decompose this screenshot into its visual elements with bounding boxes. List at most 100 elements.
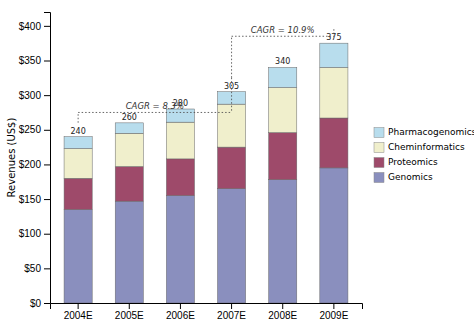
legend-item: Proteomics xyxy=(374,157,438,168)
x-tick-mark xyxy=(231,303,232,309)
x-tick: 2006E xyxy=(166,303,195,321)
bar-segment xyxy=(166,159,194,196)
series xyxy=(64,118,348,209)
legend-item: Pharmacogenomics xyxy=(374,127,474,138)
bar-segment xyxy=(64,209,92,303)
y-tick-label: $400 xyxy=(19,21,42,32)
x-tick-label: 2009E xyxy=(319,310,348,321)
bar-segment xyxy=(218,189,246,303)
bars xyxy=(64,43,348,303)
bar-segment xyxy=(218,147,246,189)
annotation-text: CAGR = 10.9% xyxy=(251,25,315,35)
bar-segment xyxy=(320,168,348,303)
y-tick-mark xyxy=(44,95,50,96)
x-tick-label: 2008E xyxy=(268,310,297,321)
bar-segment xyxy=(269,180,297,303)
bracket-drop xyxy=(231,78,232,113)
x-tick-mark xyxy=(129,303,130,309)
x-tick-mark xyxy=(180,303,181,309)
total-label: 240 xyxy=(70,127,85,136)
plot: $0$50$100$150$200$250$300$350$4002004E20… xyxy=(19,13,363,322)
bar-segment xyxy=(320,118,348,168)
y-axis: $0 $50 $100 $150 $200 $250 $300 $350 $400 xyxy=(19,13,51,309)
bar-segment xyxy=(166,196,194,303)
y-tick: $200 xyxy=(19,159,50,170)
x-tick-mark xyxy=(282,303,283,309)
bracket-drop xyxy=(78,112,79,122)
bar-segment xyxy=(269,133,297,180)
y-tick-mark xyxy=(44,26,50,27)
x-tick: 2009E xyxy=(319,303,348,321)
y-tick-label: $300 xyxy=(19,90,42,101)
total-label: 375 xyxy=(326,33,341,42)
bar-segment xyxy=(166,122,194,159)
bar-segment xyxy=(269,67,297,87)
x-axis: 2004E 2005E 2006E 2007E 2008E 2009E xyxy=(51,303,363,321)
x-axis-line xyxy=(51,304,363,310)
y-axis-title: Revenues (US$) xyxy=(6,118,17,198)
total-label: 340 xyxy=(275,57,290,66)
bracket-line xyxy=(232,36,334,37)
series xyxy=(64,168,348,303)
bar-segment xyxy=(320,43,348,67)
bar-segment xyxy=(115,133,143,166)
bar-segment xyxy=(269,88,297,133)
y-tick: $150 xyxy=(19,194,50,205)
y-tick: $50 xyxy=(24,263,50,274)
x-tick-label: 2004E xyxy=(64,310,93,321)
bracket-drop xyxy=(231,36,232,77)
x-tick: 2004E xyxy=(64,303,93,321)
y-tick-label: $150 xyxy=(19,194,42,205)
series xyxy=(64,67,348,178)
y-tick-mark xyxy=(44,199,50,200)
x-tick-label: 2007E xyxy=(217,310,246,321)
y-tick-mark xyxy=(44,268,50,269)
legend-label: Genomics xyxy=(388,172,433,182)
y-tick-mark xyxy=(44,164,50,165)
bar-segment xyxy=(115,123,143,133)
y-tick: $300 xyxy=(19,90,50,101)
legend-swatch xyxy=(374,173,384,183)
x-tick-label: 2005E xyxy=(115,310,144,321)
x-tick-label: 2006E xyxy=(166,310,195,321)
y-tick: $250 xyxy=(19,124,50,135)
y-tick-label: $250 xyxy=(19,124,42,135)
y-tick-label: $200 xyxy=(19,159,42,170)
bar-segment xyxy=(64,137,92,149)
y-tick: $100 xyxy=(19,228,50,239)
y-tick-label: $100 xyxy=(19,228,42,239)
legend-swatch xyxy=(374,128,384,138)
y-tick-label: $0 xyxy=(30,298,42,309)
legend-item: Cheminformatics xyxy=(374,142,465,153)
y-tick-label: $50 xyxy=(24,263,41,274)
legend: Pharmacogenomics Cheminformatics Proteomic… xyxy=(374,127,474,183)
bracket-drop xyxy=(333,29,334,36)
bar-segment xyxy=(320,67,348,118)
legend-label: Proteomics xyxy=(388,157,438,167)
y-tick-mark xyxy=(44,234,50,235)
y-tick-mark xyxy=(44,303,50,304)
total-label: 260 xyxy=(122,113,137,122)
y-tick: $400 xyxy=(19,21,50,32)
x-tick: 2008E xyxy=(268,303,297,321)
y-tick: $350 xyxy=(19,55,50,66)
bar-segment xyxy=(115,201,143,303)
legend-item: Genomics xyxy=(374,172,433,183)
legend-swatch xyxy=(374,143,384,153)
y-tick-mark xyxy=(44,61,50,62)
y-axis-line xyxy=(44,13,51,304)
bar-segment xyxy=(64,148,92,178)
legend-swatch xyxy=(374,158,384,168)
annotations: CAGR = 8.3%CAGR = 10.9% xyxy=(78,25,334,122)
x-tick-mark xyxy=(78,303,79,309)
y-tick-mark xyxy=(44,130,50,131)
legend-label: Pharmacogenomics xyxy=(388,127,474,137)
x-tick: 2007E xyxy=(217,303,246,321)
total-labels: 240260280305340375 xyxy=(70,33,341,136)
legend-label: Cheminformatics xyxy=(388,142,465,152)
y-tick: $0 xyxy=(30,298,50,309)
bar-segment xyxy=(115,167,143,202)
bracket-line xyxy=(78,112,231,113)
y-tick-label: $350 xyxy=(19,55,42,66)
series xyxy=(64,43,348,148)
